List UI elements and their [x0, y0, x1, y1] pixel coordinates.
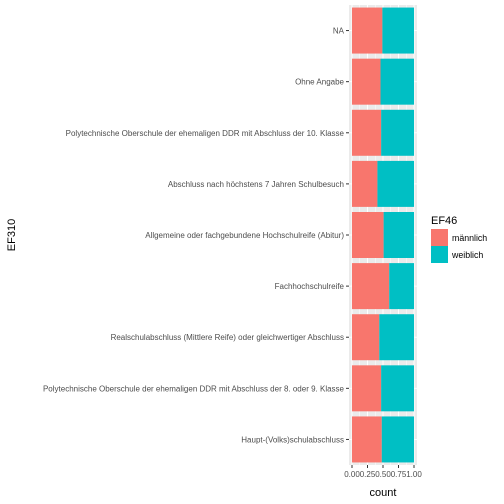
bar-segment — [379, 314, 414, 361]
x-axis-ticks: 0.00 0.25 0.50 0.75 1.00 — [344, 465, 422, 479]
y-tick-label: Fachhochschulreife — [275, 282, 345, 291]
y-tick-label: Polytechnische Oberschule der ehemaligen… — [43, 384, 345, 393]
bar-segment — [381, 109, 414, 156]
x-tick-label: 0.00 — [344, 470, 360, 479]
x-tick-label: 0.50 — [375, 470, 391, 479]
legend-swatch — [431, 246, 448, 263]
legend: EF46 männlich weiblich — [431, 215, 487, 263]
bar-segment — [352, 212, 384, 258]
legend-swatch — [431, 229, 448, 246]
y-axis-ticks: NA Ohne Angabe Polytechnische Oberschule d… — [43, 27, 349, 444]
bar-segment — [380, 58, 414, 105]
bar-segment — [377, 160, 414, 207]
y-tick-label: Ohne Angabe — [295, 78, 344, 87]
bar-segment — [383, 212, 414, 258]
x-tick-label: 1.00 — [406, 470, 422, 479]
y-tick-label: NA — [333, 27, 345, 36]
bar-segment — [389, 263, 414, 310]
legend-label: männlich — [452, 233, 487, 243]
y-tick-label: Haupt-(Volks)schulabschluss — [241, 435, 344, 444]
y-tick-label: Realschulabschluss (Mittlere Reife) oder… — [111, 333, 344, 342]
bar-segment — [352, 263, 390, 310]
bar-segment — [352, 160, 378, 207]
y-tick-label: Polytechnische Oberschule der ehemaligen… — [66, 129, 345, 138]
y-tick-label: Abschluss nach höchstens 7 Jahren Schulb… — [168, 180, 344, 189]
legend-label: weiblich — [451, 250, 483, 260]
bar-segment — [382, 7, 414, 54]
bar-segment — [352, 58, 381, 105]
bar-segment — [352, 7, 383, 54]
x-tick-label: 0.25 — [360, 470, 376, 479]
bar-segment — [352, 314, 380, 361]
x-tick-label: 0.75 — [391, 470, 407, 479]
bars — [352, 7, 414, 463]
bar-segment — [381, 365, 414, 412]
bar-segment — [352, 416, 382, 463]
bar-segment — [352, 109, 382, 156]
bar-segment — [381, 416, 414, 463]
y-tick-label: Allgemeine oder fachgebundene Hochschulr… — [145, 231, 344, 240]
bar-segment — [352, 365, 382, 412]
legend-title: EF46 — [431, 215, 457, 227]
y-axis-title: EF310 — [6, 219, 18, 251]
x-axis-title: count — [370, 487, 397, 499]
